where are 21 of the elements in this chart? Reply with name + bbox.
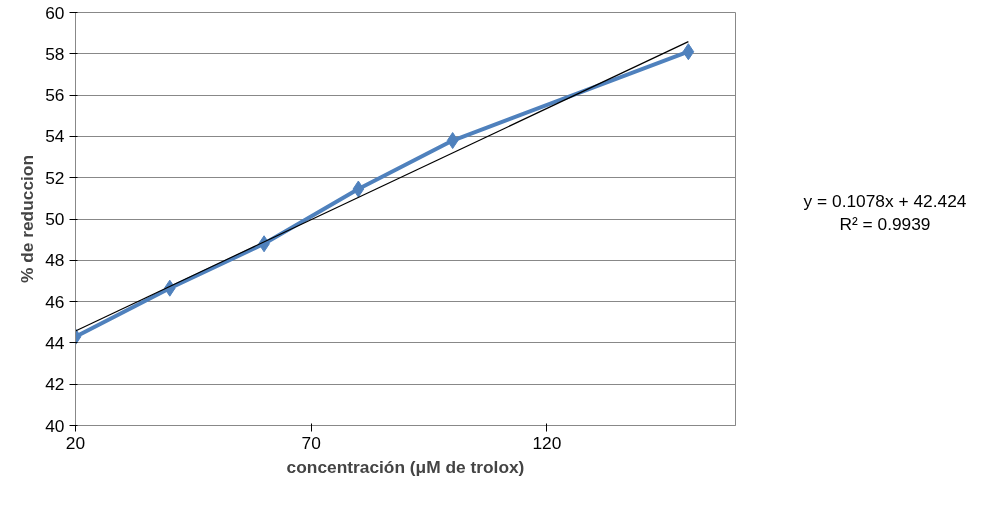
x-tick-label: 20	[65, 432, 86, 453]
x-tick-label: 70	[301, 432, 321, 453]
text: R² = 0.9939	[839, 213, 931, 234]
y-tick-label: 44	[45, 332, 65, 353]
y-tick-label: 40	[45, 415, 65, 436]
y-tick-label: 52	[45, 167, 65, 188]
y-tick-label: 42	[45, 374, 65, 395]
y-tick-label: 56	[45, 85, 65, 106]
x-axis-title: concentración (μM de trolox)	[286, 456, 525, 477]
y-tick-label: 60	[45, 2, 65, 23]
point	[446, 132, 459, 150]
y-axis-title: % de reduccion	[17, 154, 38, 284]
y-tick-label: 58	[45, 43, 65, 64]
y-tick-label: 48	[45, 250, 65, 271]
text: y = 0.1078x + 42.424	[803, 191, 967, 211]
point	[352, 180, 365, 198]
point	[682, 43, 695, 61]
y-tick-label: 46	[45, 291, 65, 312]
y-tick-label: 50	[45, 209, 65, 229]
x-tick-label: 120	[532, 432, 562, 453]
y-tick-label: 54	[45, 126, 65, 147]
